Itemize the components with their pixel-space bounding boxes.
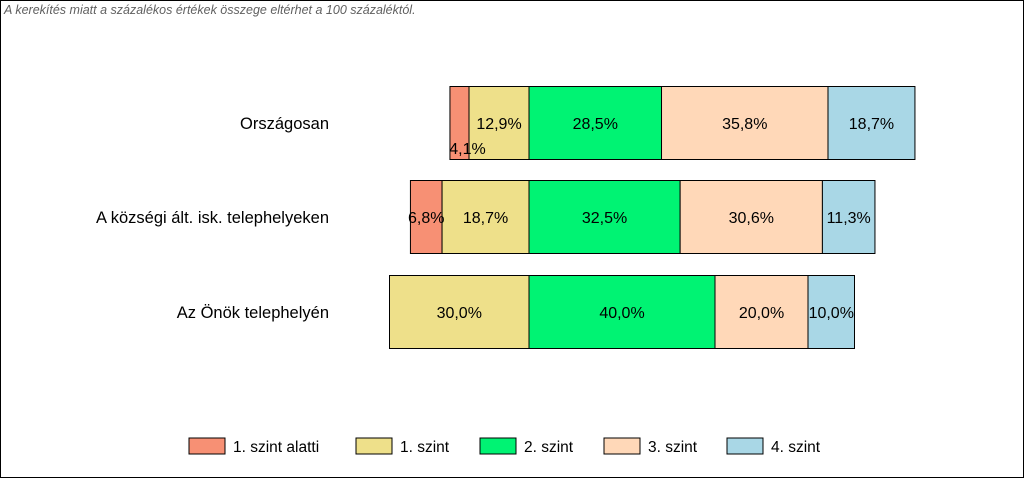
data-label-a-kozsegi-alt-isk-telephelyeken-1-szint-alatti: 6,8%: [408, 210, 444, 227]
bar-az-onok-telephelyen-2-szint: [528, 275, 716, 349]
bar-a-kozsegi-alt-isk-telephelyeken-4-szint: [821, 180, 876, 254]
bar-a-kozsegi-alt-isk-telephelyeken-3-szint: [679, 180, 823, 254]
legend-swatch-2-szint: [479, 437, 517, 455]
legend-swatch-4-szint: [726, 437, 764, 455]
data-label-orszagosan-1-szint: 12,9%: [476, 116, 521, 133]
bar-orszagosan-3-szint: [661, 86, 829, 160]
data-label-orszagosan-4-szint: 18,7%: [849, 116, 894, 133]
category-label-a-kozsegi-alt-isk-telephelyeken: A községi ált. isk. telephelyeken: [96, 209, 329, 227]
legend-swatch-1-szint-alatti: [188, 437, 226, 455]
bar-az-onok-telephelyen-3-szint: [714, 275, 809, 349]
data-label-az-onok-telephelyen-4-szint: 10,0%: [809, 305, 854, 322]
data-label-a-kozsegi-alt-isk-telephelyeken-2-szint: 32,5%: [582, 210, 627, 227]
bar-orszagosan-4-szint: [827, 86, 916, 160]
bar-az-onok-telephelyen-4-szint: [807, 275, 855, 349]
category-label-az-onok-telephelyen: Az Önök telephelyén: [177, 304, 329, 322]
data-label-orszagosan-2-szint: 28,5%: [573, 116, 618, 133]
bar-orszagosan-1-szint: [468, 86, 530, 160]
bar-a-kozsegi-alt-isk-telephelyeken-1-szint: [441, 180, 530, 254]
bar-a-kozsegi-alt-isk-telephelyeken-2-szint: [528, 180, 681, 254]
bar-a-kozsegi-alt-isk-telephelyeken-1-szint-alatti: [409, 180, 443, 254]
legend-label-1-szint-alatti: 1. szint alatti: [233, 439, 319, 456]
data-label-az-onok-telephelyen-2-szint: 40,0%: [599, 305, 644, 322]
bar-az-onok-telephelyen-1-szint: [389, 275, 530, 349]
data-label-a-kozsegi-alt-isk-telephelyeken-3-szint: 30,6%: [729, 210, 774, 227]
rounding-note: A kerekítés miatt a százalékos értékek ö…: [4, 3, 416, 17]
data-label-a-kozsegi-alt-isk-telephelyeken-1-szint: 18,7%: [463, 210, 508, 227]
legend-label-1-szint: 1. szint: [400, 439, 450, 456]
legend-swatch-1-szint: [355, 437, 393, 455]
legend-swatch-3-szint: [603, 437, 641, 455]
data-label-orszagosan-3-szint: 35,8%: [722, 116, 767, 133]
legend-label-4-szint: 4. szint: [771, 439, 821, 456]
data-label-az-onok-telephelyen-1-szint: 30,0%: [437, 305, 482, 322]
category-label-orszagosan: Országosan: [240, 115, 329, 133]
legend-label-2-szint: 2. szint: [524, 439, 574, 456]
data-label-a-kozsegi-alt-isk-telephelyeken-4-szint: 11,3%: [827, 210, 871, 227]
data-label-orszagosan-1-szint-alatti: 4,1%: [449, 141, 485, 158]
legend-label-3-szint: 3. szint: [648, 439, 698, 456]
data-label-az-onok-telephelyen-3-szint: 20,0%: [739, 305, 784, 322]
